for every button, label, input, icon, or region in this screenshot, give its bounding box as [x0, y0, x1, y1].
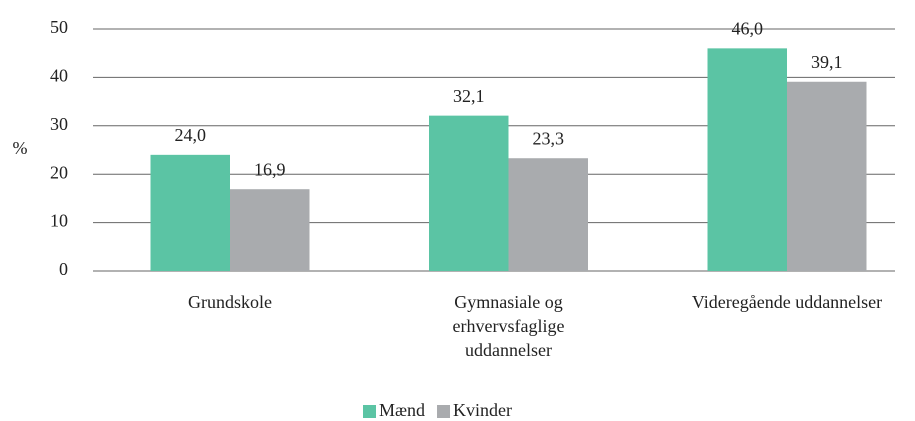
value-label: 24,0: [175, 125, 207, 145]
legend-label: Mænd: [379, 400, 425, 420]
bar: [707, 48, 787, 271]
value-label: 32,1: [453, 86, 485, 106]
y-tick-label: 50: [50, 17, 68, 37]
bar: [787, 81, 867, 271]
x-tick-label: Gymnasiale og erhvervsfaglige uddannelse…: [452, 292, 565, 360]
x-tick-label: Videregående uddannelser: [691, 292, 883, 312]
value-label: 23,3: [533, 128, 565, 148]
value-label: 46,0: [732, 18, 764, 38]
value-label: 16,9: [254, 159, 286, 179]
y-tick-label: 30: [50, 114, 68, 134]
y-tick-label: 10: [50, 211, 68, 231]
y-axis-label: %: [13, 138, 28, 158]
y-tick-label: 40: [50, 66, 68, 86]
legend-swatch: [437, 405, 451, 418]
legend-label: Kvinder: [453, 400, 512, 420]
legend-swatch: [363, 405, 376, 418]
bar: [429, 115, 509, 271]
value-label: 39,1: [811, 52, 843, 72]
y-tick-label: 0: [59, 259, 68, 279]
bar: [230, 189, 310, 271]
bar: [508, 158, 588, 271]
y-tick-label: 20: [50, 162, 68, 182]
x-tick-label: Grundskole: [188, 292, 272, 312]
bar: [150, 154, 230, 271]
